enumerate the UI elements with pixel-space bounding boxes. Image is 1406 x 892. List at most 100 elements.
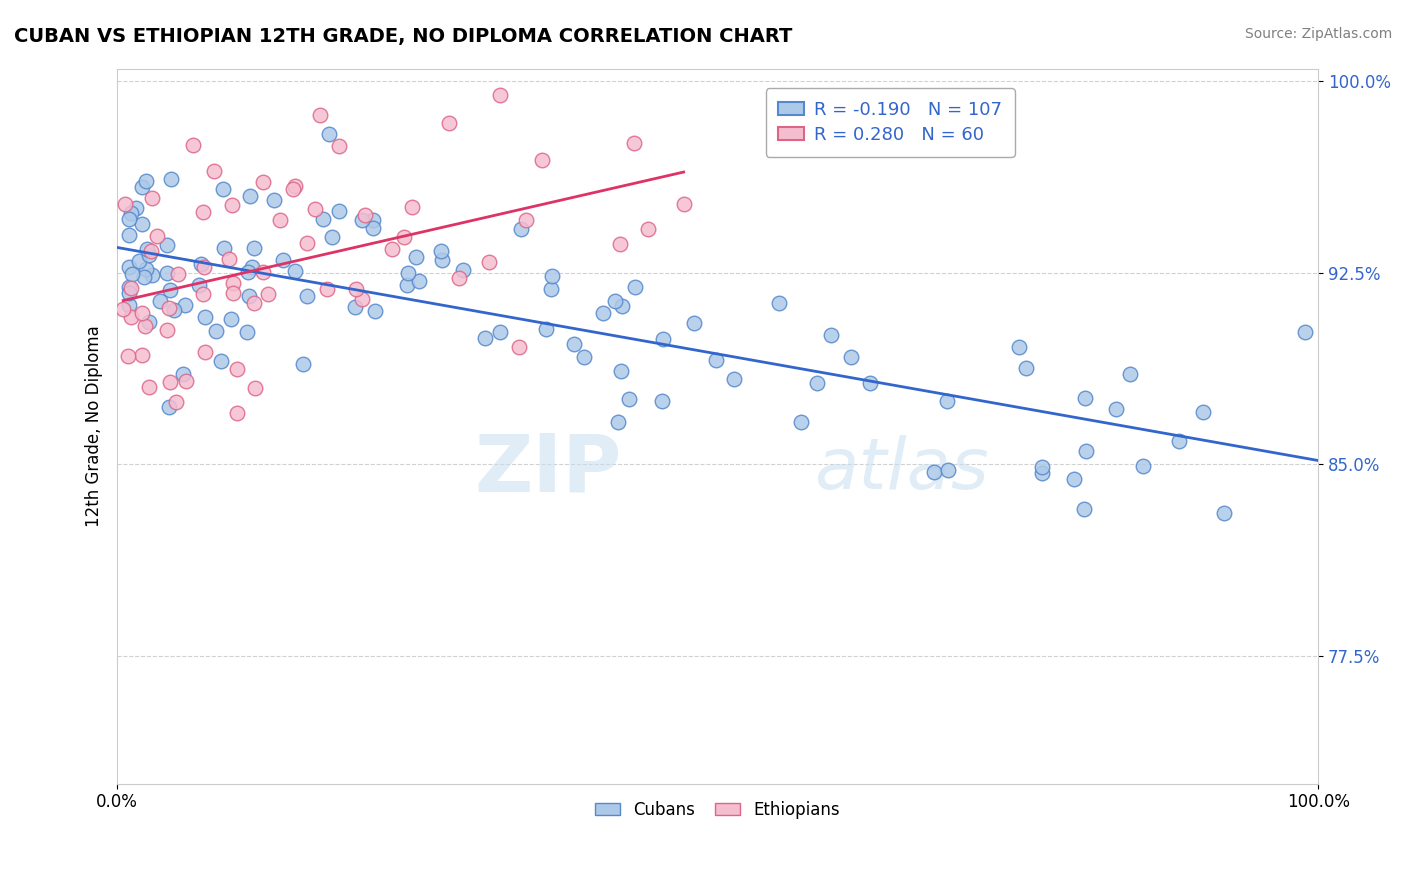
- Text: atlas: atlas: [814, 434, 988, 504]
- Point: [352, 292, 374, 306]
- Point: [623, 136, 645, 151]
- Point: [245, 381, 267, 395]
- Point: [112, 301, 135, 316]
- Point: [138, 315, 160, 329]
- Point: [120, 206, 142, 220]
- Point: [167, 267, 190, 281]
- Point: [283, 182, 305, 196]
- Point: [209, 354, 232, 368]
- Point: [118, 286, 141, 301]
- Point: [1014, 361, 1036, 376]
- Point: [134, 318, 156, 333]
- Point: [540, 282, 562, 296]
- Point: [165, 394, 187, 409]
- Point: [392, 230, 415, 244]
- Point: [439, 116, 461, 130]
- Point: [1105, 401, 1128, 416]
- Point: [204, 324, 226, 338]
- Point: [221, 276, 243, 290]
- Point: [624, 280, 647, 294]
- Point: [194, 310, 217, 325]
- Point: [489, 87, 512, 102]
- Point: [118, 212, 141, 227]
- Point: [449, 270, 471, 285]
- Point: [193, 287, 215, 301]
- Point: [257, 287, 280, 301]
- Point: [134, 269, 156, 284]
- Point: [922, 465, 945, 479]
- Point: [191, 205, 214, 219]
- Point: [1192, 405, 1215, 419]
- Point: [572, 350, 595, 364]
- Point: [284, 179, 307, 194]
- Point: [353, 208, 375, 222]
- Point: [531, 153, 554, 167]
- Point: [1074, 444, 1097, 458]
- Point: [218, 252, 240, 267]
- Text: CUBAN VS ETHIOPIAN 12TH GRADE, NO DIPLOMA CORRELATION CHART: CUBAN VS ETHIOPIAN 12TH GRADE, NO DIPLOM…: [14, 27, 793, 45]
- Point: [181, 138, 204, 153]
- Point: [304, 202, 326, 216]
- Point: [149, 293, 172, 308]
- Point: [1294, 325, 1316, 339]
- Point: [515, 212, 537, 227]
- Point: [619, 392, 641, 406]
- Point: [174, 374, 197, 388]
- Point: [118, 228, 141, 243]
- Point: [204, 164, 226, 178]
- Point: [1073, 502, 1095, 516]
- Point: [451, 263, 474, 277]
- Point: [1167, 434, 1189, 448]
- Point: [269, 213, 291, 227]
- Point: [1031, 459, 1053, 474]
- Point: [1212, 506, 1234, 520]
- Point: [243, 296, 266, 310]
- Point: [316, 282, 339, 296]
- Point: [172, 367, 194, 381]
- Point: [609, 364, 631, 378]
- Point: [430, 244, 453, 258]
- Point: [344, 301, 367, 315]
- Point: [768, 295, 790, 310]
- Point: [131, 180, 153, 194]
- Point: [121, 267, 143, 281]
- Point: [131, 217, 153, 231]
- Point: [430, 253, 453, 268]
- Point: [160, 171, 183, 186]
- Point: [128, 253, 150, 268]
- Text: ZIP: ZIP: [474, 430, 621, 508]
- Point: [652, 332, 675, 346]
- Text: Source: ZipAtlas.com: Source: ZipAtlas.com: [1244, 27, 1392, 41]
- Point: [239, 188, 262, 202]
- Point: [219, 311, 242, 326]
- Point: [114, 197, 136, 211]
- Point: [489, 325, 512, 339]
- Point: [672, 196, 695, 211]
- Point: [806, 376, 828, 391]
- Point: [118, 298, 141, 312]
- Point: [118, 279, 141, 293]
- Point: [328, 203, 350, 218]
- Point: [159, 400, 181, 414]
- Point: [1031, 466, 1053, 480]
- Point: [478, 254, 501, 268]
- Point: [187, 278, 209, 293]
- Point: [474, 331, 496, 345]
- Point: [609, 236, 631, 251]
- Point: [592, 306, 614, 320]
- Point: [820, 327, 842, 342]
- Point: [534, 322, 557, 336]
- Point: [252, 175, 274, 189]
- Point: [193, 345, 215, 359]
- Point: [157, 301, 180, 316]
- Point: [159, 375, 181, 389]
- Point: [138, 247, 160, 261]
- Point: [396, 266, 419, 280]
- Point: [683, 316, 706, 330]
- Point: [381, 242, 404, 256]
- Point: [1074, 391, 1097, 405]
- Point: [135, 242, 157, 256]
- Point: [118, 260, 141, 274]
- Point: [607, 415, 630, 429]
- Point: [120, 281, 142, 295]
